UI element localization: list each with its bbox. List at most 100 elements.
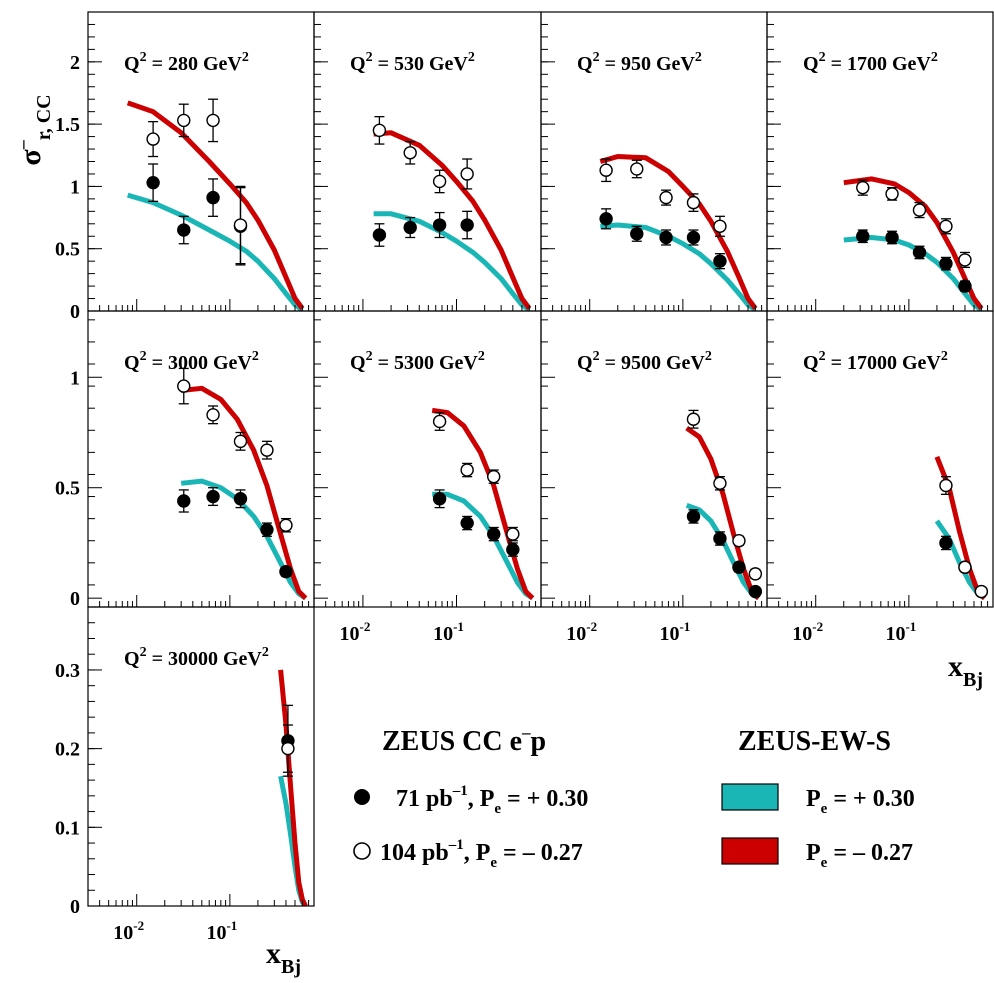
x-tick-label: 10-2 bbox=[792, 619, 823, 645]
legend-entry-1-pol-sub: e bbox=[494, 801, 501, 817]
data-point-open bbox=[939, 478, 953, 493]
legend-swatch-teal bbox=[721, 783, 779, 811]
panel-title-main: Q bbox=[577, 352, 593, 374]
panel-title-main: Q bbox=[577, 53, 593, 75]
theory-band-minus bbox=[431, 407, 535, 600]
y-tick-label: 1.5 bbox=[55, 114, 80, 136]
data-point-open bbox=[958, 253, 972, 267]
data-point-filled bbox=[630, 227, 644, 241]
x-tick-label-base: 10 bbox=[340, 623, 360, 645]
data-point-open bbox=[958, 560, 972, 574]
legend-marker-open bbox=[353, 842, 371, 860]
x-tick-label-base: 10 bbox=[206, 922, 226, 944]
legend-entry-2-pol-sub: e bbox=[490, 855, 497, 871]
data-point-filled bbox=[748, 584, 763, 599]
legend-theory-entry-2-pre: P bbox=[806, 840, 821, 866]
data-point-filled bbox=[958, 279, 972, 293]
x-axis-title-right: xBj bbox=[948, 650, 983, 691]
y-axis-title-sub: r, CC bbox=[33, 94, 55, 140]
x-tick-label: 10-1 bbox=[206, 918, 237, 944]
data-point-open bbox=[599, 163, 613, 177]
data-point-open bbox=[233, 434, 248, 449]
x-tick-label: 10-2 bbox=[113, 918, 144, 944]
panel-title: Q2 = 280 GeV2 bbox=[124, 50, 249, 75]
data-point-open bbox=[403, 146, 417, 160]
panel-title: Q2 = 530 GeV2 bbox=[350, 50, 475, 75]
panel-title-sup: 2 bbox=[366, 50, 373, 65]
data-point-filled bbox=[460, 218, 474, 232]
panel-title: Q2 = 950 GeV2 bbox=[577, 50, 702, 75]
data-point-open bbox=[177, 379, 191, 393]
data-point-open bbox=[686, 195, 701, 210]
panel-title-main: Q bbox=[350, 352, 366, 374]
legend: ZEUS CC e–p ZEUS-EW-S 71 pb–1, Pe = + 0.… bbox=[353, 723, 915, 871]
panel-title-val: = 9500 GeV bbox=[600, 352, 706, 374]
x-tick-label: 10-1 bbox=[433, 619, 464, 645]
legend-data-title-sup: – bbox=[521, 723, 531, 742]
x-tick-label-exp: -1 bbox=[453, 619, 464, 634]
data-point-filled bbox=[713, 531, 727, 546]
panel-title-unit-sup: 2 bbox=[478, 349, 485, 364]
panel-title-val: = 17000 GeV bbox=[826, 352, 942, 374]
x-tick-label: 10-1 bbox=[885, 619, 916, 645]
data-point-open bbox=[686, 412, 701, 426]
panel-q2-1700: Q2 = 1700 GeV2 bbox=[766, 11, 994, 312]
x-tick-label-exp: -2 bbox=[586, 619, 597, 634]
data-point-filled bbox=[939, 256, 953, 271]
data-point-filled bbox=[460, 516, 474, 530]
x-axis-title-right-sub: Bj bbox=[963, 669, 983, 691]
x-tick-label-base: 10 bbox=[566, 623, 586, 645]
data-point-open bbox=[713, 476, 727, 490]
legend-theory-entry-2-val: = – 0.27 bbox=[827, 840, 913, 866]
data-point-filled bbox=[432, 492, 447, 506]
panel-title-main: Q bbox=[124, 648, 140, 670]
data-point-filled bbox=[599, 212, 613, 226]
data-point-filled bbox=[403, 220, 417, 235]
data-point-open bbox=[206, 113, 220, 128]
data-point-open bbox=[281, 741, 295, 756]
data-point-open bbox=[487, 469, 501, 484]
legend-data-title: ZEUS CC e–p bbox=[382, 723, 546, 757]
x-axis-title-right-main: x bbox=[948, 650, 963, 683]
data-point-filled bbox=[177, 494, 191, 508]
data-point-filled bbox=[260, 522, 274, 537]
data-point-filled bbox=[856, 229, 870, 243]
y-tick-label: 0.2 bbox=[55, 739, 80, 761]
panel-title-sup: 2 bbox=[819, 349, 826, 364]
y-tick-label: 0.5 bbox=[55, 239, 80, 261]
data-point-open bbox=[974, 584, 989, 599]
data-point-open bbox=[506, 527, 520, 541]
legend-theory-entry-1-pre: P bbox=[806, 786, 821, 812]
legend-entry-1-lum-sup: –1 bbox=[452, 783, 468, 799]
panel-title-val: = 280 GeV bbox=[147, 53, 243, 75]
panel-title: Q2 = 3000 GeV2 bbox=[124, 349, 259, 374]
data-point-filled bbox=[686, 230, 701, 245]
x-tick-label-exp: -2 bbox=[133, 918, 144, 933]
panel-title-main: Q bbox=[803, 352, 819, 374]
y-tick-label: 0 bbox=[70, 896, 80, 918]
panel-q2-280: 00.511.52 Q2 = 280 GeV2 bbox=[55, 11, 315, 323]
theory-band-minus bbox=[126, 100, 305, 310]
x-tick-label-base: 10 bbox=[885, 623, 905, 645]
x-tick-label: 10-1 bbox=[659, 619, 690, 645]
legend-entry-2: 104 pb–1, Pe = – 0.27 bbox=[380, 837, 583, 871]
panel-title: Q2 = 5300 GeV2 bbox=[350, 349, 485, 374]
data-point-filled bbox=[713, 254, 727, 268]
panel-title-sup: 2 bbox=[593, 349, 600, 364]
legend-swatch-red bbox=[721, 837, 779, 865]
data-point-filled bbox=[659, 230, 673, 245]
panel-title-main: Q bbox=[803, 53, 819, 75]
data-point-filled bbox=[885, 230, 899, 245]
panels-group: 00.511.52 Q2 = 280 GeV2 Q2 = 530 GeV2 Q2 = … bbox=[55, 11, 994, 944]
panel-q2-17000: Q2 = 17000 GeV2 bbox=[766, 310, 994, 608]
legend-theory-entry-1: Pe = + 0.30 bbox=[806, 786, 915, 817]
legend-theory-entry-2: Pe = – 0.27 bbox=[806, 840, 913, 871]
data-point-filled bbox=[372, 228, 387, 242]
data-point-open bbox=[732, 534, 746, 548]
theory-band-plus bbox=[180, 478, 307, 601]
x-axis-title-bottom-main: x bbox=[266, 937, 281, 970]
legend-entry-2-lum: 104 pb bbox=[380, 840, 449, 866]
data-point-filled bbox=[432, 218, 447, 232]
panel-q2-30000: 00.10.20.3Q2 = 30000 GeV2 bbox=[55, 606, 315, 918]
panel-title-val: = 3000 GeV bbox=[147, 352, 253, 374]
